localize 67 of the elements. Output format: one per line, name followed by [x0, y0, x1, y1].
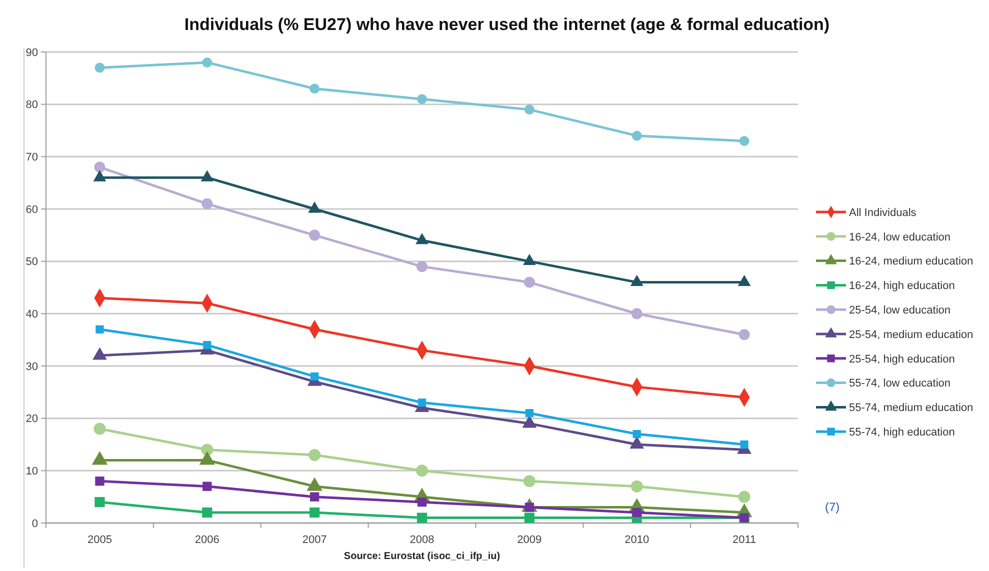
point	[416, 512, 428, 523]
y-tick-label: 80	[26, 99, 38, 112]
y-tick-label: 30	[26, 360, 38, 373]
point	[416, 261, 428, 272]
legend-label: 25-54, high education	[849, 353, 955, 366]
y-tick-label: 10	[26, 466, 38, 478]
point	[202, 57, 212, 68]
point	[308, 448, 321, 461]
point	[738, 490, 750, 503]
chart-title: Individuals (% EU27) who have never used the internet (age & formal education)	[184, 15, 830, 34]
legend-label: 25-54, low education	[849, 304, 951, 316]
legend-label: 25-54, medium education	[849, 328, 974, 341]
point	[417, 94, 427, 104]
point	[202, 482, 212, 491]
x-tick-label: 2011	[732, 534, 756, 546]
point	[417, 497, 427, 507]
point	[202, 507, 212, 518]
point	[94, 62, 105, 73]
point	[524, 104, 534, 115]
point	[525, 409, 534, 418]
legend-label: All Individuals	[849, 206, 917, 219]
point	[310, 492, 320, 502]
x-tick-label: 2007	[302, 534, 327, 546]
point	[632, 130, 642, 141]
y-tick-label: 20	[26, 413, 38, 426]
legend-label: 55-74, medium education	[849, 402, 974, 414]
point	[310, 372, 319, 381]
point	[202, 198, 213, 210]
text: (7)	[825, 500, 840, 514]
point	[94, 497, 105, 508]
legend-label: 55-74, high education	[849, 426, 955, 438]
y-tick-label: 60	[26, 204, 38, 216]
legend-label: 55-74, low education	[849, 378, 951, 390]
y-tick-label: 40	[26, 308, 38, 321]
y-tick-label: 50	[26, 256, 38, 268]
point	[95, 476, 104, 486]
point	[96, 325, 104, 334]
legend-label: 16-24, medium education	[849, 256, 974, 268]
point	[309, 230, 320, 241]
point	[632, 508, 642, 518]
point	[418, 398, 426, 407]
y-tick-label: 0	[32, 518, 38, 530]
point	[740, 440, 748, 449]
legend-label: 16-24, low education	[849, 231, 951, 244]
x-tick-label: 2005	[87, 534, 112, 546]
x-tick-label: 2009	[517, 534, 542, 546]
legend-label: 16-24, high education	[849, 280, 955, 292]
y-tick-label: 70	[26, 152, 38, 164]
point	[739, 136, 750, 146]
source-note: Source: Eurostat (isoc_ci_ifp_iu)	[344, 551, 500, 562]
point	[94, 422, 106, 435]
point	[632, 430, 641, 438]
point	[738, 329, 750, 340]
point	[416, 464, 428, 477]
point	[203, 341, 212, 350]
x-tick-label: 2006	[194, 534, 220, 546]
y-tick-label: 90	[26, 46, 38, 59]
point	[631, 308, 642, 320]
point	[524, 276, 535, 288]
point	[94, 162, 106, 173]
point	[523, 475, 536, 488]
point	[310, 84, 320, 94]
x-tick-label: 2010	[624, 534, 650, 546]
point	[524, 512, 534, 523]
x-tick-label: 2008	[410, 534, 434, 546]
point	[310, 507, 320, 518]
point	[630, 480, 643, 492]
